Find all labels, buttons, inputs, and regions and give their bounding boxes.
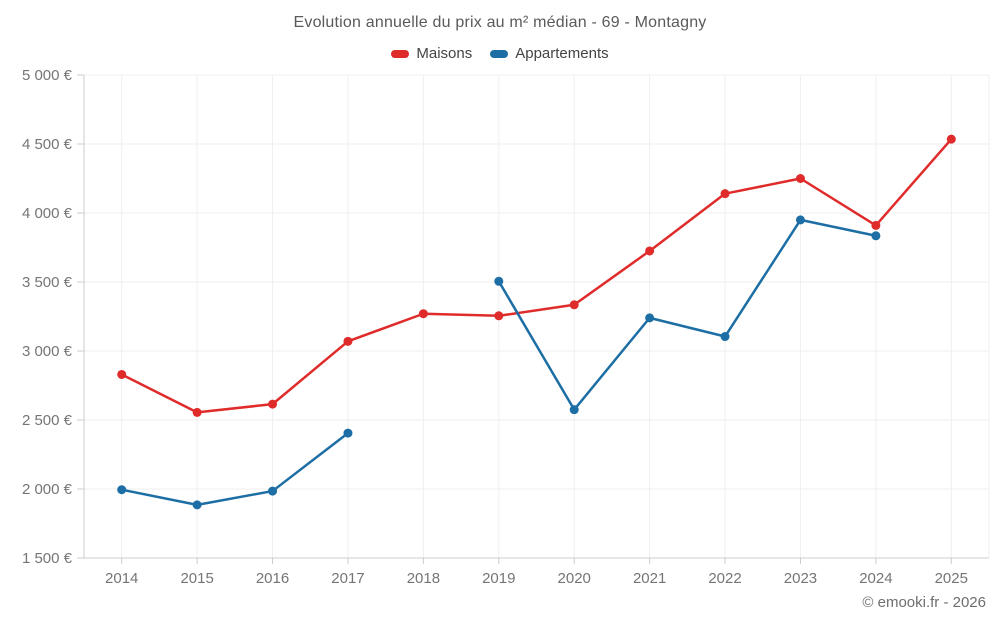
- y-axis-label: 5 000 €: [22, 67, 73, 84]
- point-appartements-2020: [569, 405, 579, 415]
- point-appartements-2017: [343, 428, 353, 438]
- x-axis-label: 2019: [482, 570, 515, 587]
- point-appartements-2016: [268, 486, 278, 496]
- series-appartements: [117, 215, 881, 510]
- point-maisons-2014: [117, 369, 127, 379]
- point-maisons-2019: [494, 311, 504, 321]
- y-axis-label: 3 500 €: [22, 274, 73, 291]
- point-maisons-2020: [569, 300, 579, 310]
- x-axis-label: 2022: [708, 570, 741, 587]
- y-axis-label: 4 000 €: [22, 205, 73, 222]
- legend-label-maisons: Maisons: [416, 45, 473, 62]
- series-maisons: [117, 134, 956, 417]
- y-axis-label: 4 500 €: [22, 136, 73, 153]
- point-appartements-2021: [645, 313, 655, 323]
- x-axis-label: 2014: [105, 570, 138, 587]
- point-appartements-2022: [720, 332, 730, 342]
- appartements-series-swatch: [490, 49, 509, 58]
- maisons-series-swatch: [391, 49, 410, 58]
- point-maisons-2018: [418, 309, 428, 319]
- legend-label-appartements: Appartements: [515, 45, 609, 62]
- legend-item-maisons[interactable]: Maisons: [391, 45, 472, 62]
- point-appartements-2015: [192, 500, 202, 510]
- point-maisons-2015: [192, 407, 202, 417]
- point-maisons-2022: [720, 189, 730, 199]
- point-appartements-2023: [795, 215, 805, 225]
- x-axis-label: 2023: [784, 570, 817, 587]
- legend-item-appartements[interactable]: Appartements: [490, 45, 609, 62]
- y-axis-label: 2 500 €: [22, 412, 73, 429]
- point-maisons-2025: [946, 134, 956, 144]
- x-axis-label: 2016: [256, 570, 289, 587]
- attribution: © emooki.fr - 2026: [862, 594, 986, 611]
- chart-title: Evolution annuelle du prix au m² médian …: [293, 14, 707, 31]
- legend: Maisons Appartements: [0, 45, 1000, 62]
- x-axis-label: 2024: [859, 570, 892, 587]
- y-axis-label: 3 000 €: [22, 343, 73, 360]
- point-maisons-2024: [871, 220, 881, 230]
- point-maisons-2021: [645, 246, 655, 256]
- x-axis-label: 2017: [331, 570, 364, 587]
- x-axis-label: 2025: [935, 570, 968, 587]
- x-axis-label: 2015: [180, 570, 213, 587]
- y-axis-label: 1 500 €: [22, 550, 73, 567]
- x-axis-label: 2021: [633, 570, 666, 587]
- x-axis-label: 2018: [407, 570, 440, 587]
- point-maisons-2016: [268, 399, 278, 409]
- point-appartements-2014: [117, 485, 127, 495]
- y-axis-label: 2 000 €: [22, 481, 73, 498]
- point-appartements-2024: [871, 231, 881, 241]
- point-appartements-2019: [494, 276, 504, 286]
- x-axis-label: 2020: [558, 570, 591, 587]
- point-maisons-2023: [795, 174, 805, 183]
- point-maisons-2017: [343, 336, 353, 346]
